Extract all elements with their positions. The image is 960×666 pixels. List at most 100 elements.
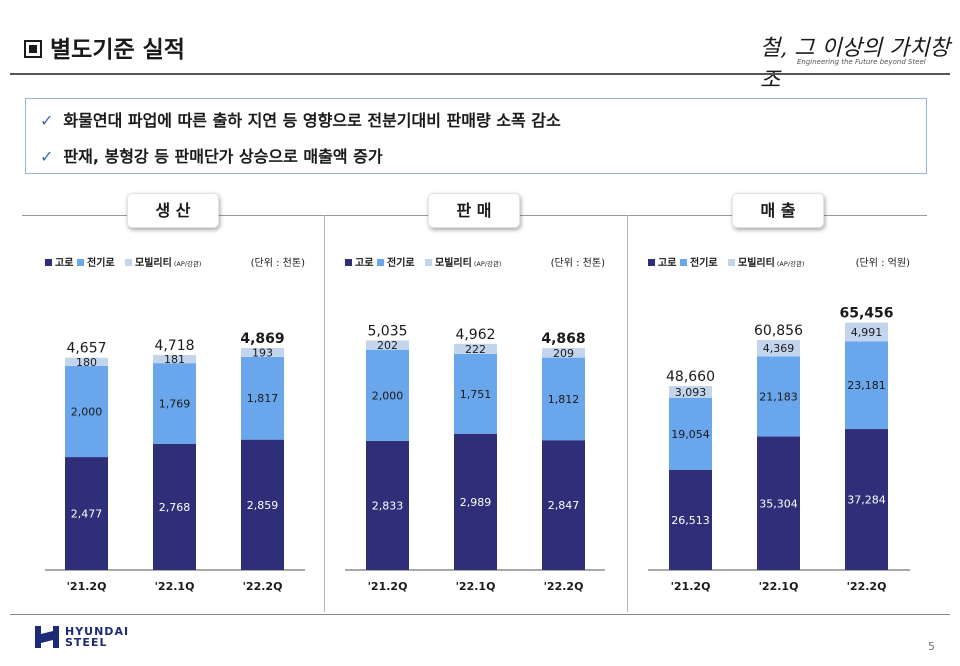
- summary-text: 판재, 봉형강 등 판매단가 상승으로 매출액 증가: [63, 147, 383, 166]
- bar-segment: [153, 443, 196, 570]
- data-label: 37,284: [847, 494, 886, 507]
- data-label: 222: [465, 343, 486, 356]
- data-label: 209: [553, 347, 574, 360]
- x-tick-label: '22.1Q: [456, 580, 496, 593]
- bar-segment: [65, 457, 108, 570]
- data-label: 2,000: [372, 389, 404, 402]
- bar-segment: [366, 349, 409, 441]
- legend-swatch: [680, 259, 687, 266]
- data-label: 4,369: [763, 342, 795, 355]
- bar-segment: [153, 354, 196, 364]
- header-divider: [10, 73, 950, 75]
- bar-segment: [542, 348, 585, 358]
- panel-divider: [324, 215, 325, 612]
- legend-swatch: [377, 259, 384, 266]
- data-label: 1,769: [159, 397, 191, 410]
- total-label: 4,718: [154, 338, 194, 354]
- data-label: 21,183: [759, 390, 798, 403]
- legend-label: 고로: [658, 257, 676, 269]
- data-label: 181: [164, 353, 185, 366]
- data-label: 1,812: [548, 393, 580, 406]
- bar-segment: [454, 343, 497, 354]
- bar-segment: [669, 397, 712, 470]
- data-label: 3,093: [675, 386, 707, 399]
- legend-swatch: [125, 259, 132, 266]
- legend-label: 모빌리티 (AP/강관): [738, 256, 804, 269]
- legend-swatch: [425, 259, 432, 266]
- page-title: 별도기준 실적: [24, 30, 185, 64]
- total-label: 65,456: [839, 306, 893, 322]
- section-label-production: 생 산: [127, 193, 219, 228]
- bar-segment: [845, 429, 888, 570]
- data-label: 19,054: [671, 428, 710, 441]
- total-label: 4,962: [455, 327, 495, 343]
- data-label: 2,477: [71, 508, 103, 521]
- total-label: 48,660: [666, 369, 715, 385]
- data-label: 193: [252, 346, 273, 359]
- legend-label: 모빌리티 (AP/강관): [135, 256, 201, 269]
- x-tick-label: '22.2Q: [847, 580, 887, 593]
- bar-segment: [845, 341, 888, 430]
- data-label: 4,991: [851, 326, 883, 339]
- bar-segment: [669, 469, 712, 570]
- legend-swatch: [345, 259, 352, 266]
- bar-segment: [845, 322, 888, 342]
- data-label: 26,513: [671, 514, 710, 527]
- data-label: 2,859: [247, 499, 279, 512]
- check-icon: ✓: [40, 147, 54, 166]
- legend-label: 전기로: [87, 256, 115, 269]
- bar-segment: [757, 356, 800, 437]
- bar-segment: [454, 433, 497, 570]
- legend-label: 고로: [55, 257, 73, 269]
- summary-item: ✓ 판재, 봉형강 등 판매단가 상승으로 매출액 증가: [40, 143, 383, 167]
- bar-segment: [241, 439, 284, 570]
- footer-brand: HYUNDAI STEEL: [65, 626, 129, 648]
- data-label: 202: [377, 339, 398, 352]
- total-label: 60,856: [754, 323, 803, 339]
- data-label: 35,304: [759, 497, 798, 510]
- bar-segment: [65, 365, 108, 458]
- x-tick-label: '21.2Q: [67, 580, 107, 593]
- data-label: 180: [76, 356, 97, 369]
- section-label-revenue: 매 출: [732, 193, 824, 228]
- summary-box: ✓ 화물연대 파업에 따른 출하 지연 등 영향으로 전분기대비 판매량 소폭 감…: [25, 98, 927, 174]
- total-label: 4,869: [240, 331, 284, 347]
- x-tick-label: '22.2Q: [544, 580, 584, 593]
- data-label: 2,768: [159, 501, 191, 514]
- footer-brand-line1: HYUNDAI: [65, 625, 130, 638]
- legend-label: 전기로: [690, 256, 718, 269]
- summary-item: ✓ 화물연대 파업에 따른 출하 지연 등 영향으로 전분기대비 판매량 소폭 감…: [40, 107, 561, 131]
- x-tick-label: '21.2Q: [671, 580, 711, 593]
- bar-segment: [669, 386, 712, 398]
- page-number: 5: [928, 640, 935, 653]
- x-tick-label: '21.2Q: [368, 580, 408, 593]
- legend-label: 모빌리티 (AP/강관): [435, 256, 501, 269]
- bar-segment: [366, 340, 409, 350]
- data-label: 1,751: [460, 388, 492, 401]
- total-label: 4,868: [541, 331, 585, 347]
- x-tick-label: '22.1Q: [759, 580, 799, 593]
- check-icon: ✓: [40, 111, 54, 130]
- legend-swatch: [728, 259, 735, 266]
- bar-segment: [757, 436, 800, 570]
- x-tick-label: '22.1Q: [155, 580, 195, 593]
- hyundai-steel-logo-icon: [35, 626, 59, 648]
- data-label: 2,000: [71, 405, 103, 418]
- bar-segment: [241, 348, 284, 357]
- bar-segment: [757, 339, 800, 357]
- legend-swatch: [648, 259, 655, 266]
- legend-label: 고로: [355, 257, 373, 269]
- panel-divider: [627, 215, 628, 612]
- section-label-sales: 판 매: [428, 193, 520, 228]
- legend-swatch: [45, 259, 52, 266]
- bar-segment: [454, 353, 497, 434]
- total-label: 4,657: [66, 341, 106, 357]
- total-label: 5,035: [367, 323, 407, 339]
- brand-tagline: Engineering the Future beyond Steel: [797, 58, 926, 66]
- unit-label: (단위 : 천톤): [251, 256, 305, 269]
- square-bullet-icon: [24, 40, 42, 58]
- bar-segment: [542, 440, 585, 570]
- data-label: 2,989: [460, 496, 492, 509]
- data-label: 2,833: [372, 499, 404, 512]
